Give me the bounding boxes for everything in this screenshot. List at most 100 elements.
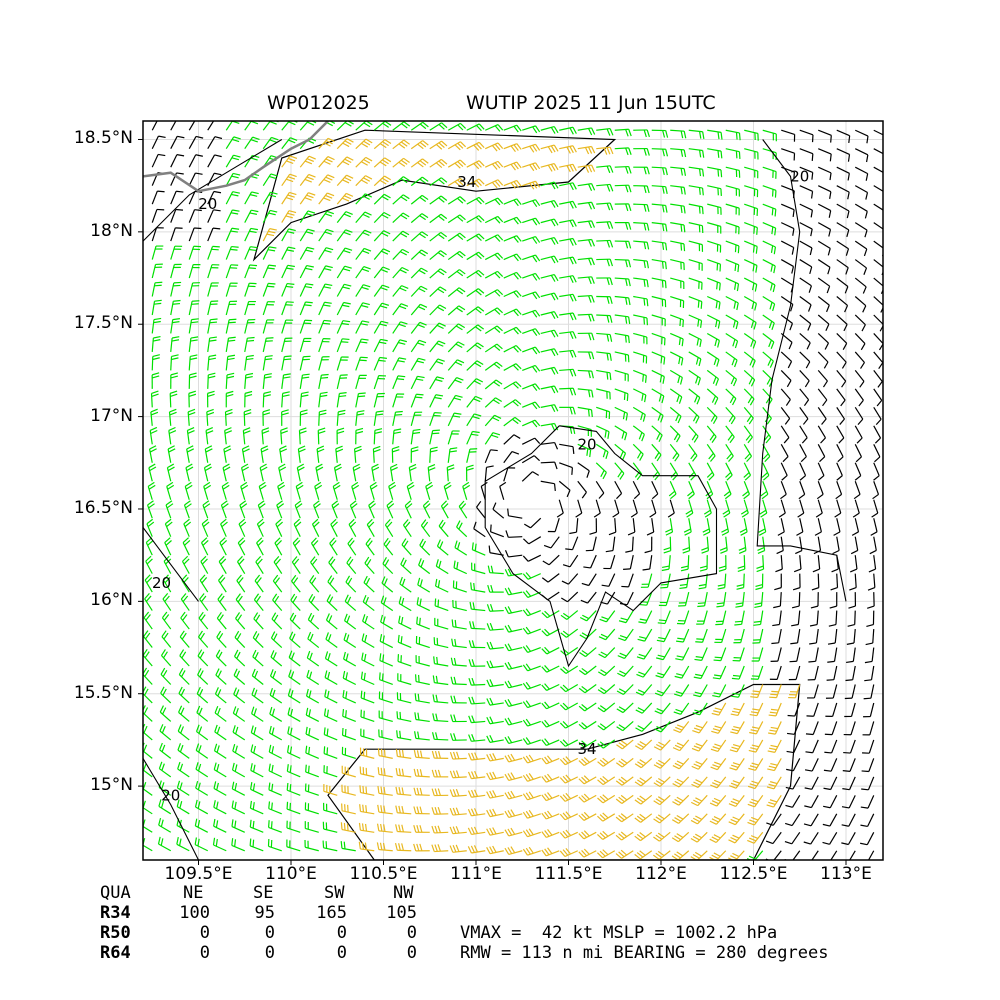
storm-id-title: WP012025	[267, 92, 370, 114]
wind-barb	[336, 409, 346, 426]
wind-barb	[220, 500, 229, 519]
r50-nw: 0	[406, 923, 417, 943]
wind-barb	[694, 647, 708, 661]
wind-barb	[196, 705, 209, 722]
wind-barb	[220, 518, 228, 537]
wind-barb	[651, 148, 669, 157]
wind-barb	[214, 705, 227, 722]
wind-barb	[467, 826, 486, 836]
wind-barb	[432, 675, 449, 686]
wind-barb	[447, 122, 467, 131]
wind-barb	[836, 185, 850, 200]
wind-barb	[780, 481, 787, 500]
wind-barb	[205, 427, 214, 445]
wind-barb	[177, 761, 190, 778]
wind-barb	[780, 444, 789, 463]
wind-barb	[202, 500, 211, 519]
wind-barb	[651, 166, 668, 176]
wind-barb	[692, 721, 708, 734]
wind-barb	[860, 795, 875, 809]
wind-barb	[559, 293, 577, 302]
wind-barb	[560, 665, 579, 674]
wind-barb	[759, 499, 768, 518]
wind-barb	[268, 763, 283, 778]
wind-barb	[487, 584, 504, 593]
wind-barb	[160, 686, 172, 704]
wind-barb	[725, 332, 739, 349]
wind-barb	[253, 612, 264, 630]
wind-barb	[323, 708, 338, 722]
wind-barb	[633, 332, 648, 345]
wind-barb	[299, 409, 308, 426]
wind-barb	[597, 665, 616, 677]
wind-barb	[213, 743, 227, 759]
wind-barb	[170, 121, 177, 131]
wind-barb	[432, 694, 449, 704]
wind-barb	[816, 481, 824, 500]
wind-barb	[710, 739, 727, 753]
wind-barb	[873, 370, 883, 388]
wind-barb	[651, 240, 668, 251]
wind-barb	[233, 668, 246, 685]
wind-barb	[762, 185, 777, 198]
wind-barb	[614, 222, 632, 230]
wind-barb	[653, 757, 671, 769]
wind-barb	[669, 443, 680, 462]
wind-barb	[397, 673, 412, 686]
wind-barb	[349, 500, 358, 519]
contour-20kt	[756, 139, 847, 602]
wind-barb	[661, 555, 671, 572]
wind-barb	[188, 121, 196, 131]
wind-barb	[188, 154, 203, 168]
wind-barb	[752, 628, 764, 644]
wind-barb	[864, 647, 875, 664]
wind-barb	[447, 287, 466, 297]
wind-barb	[416, 616, 430, 630]
wind-barb	[281, 409, 289, 426]
wind-barb	[503, 235, 522, 243]
wind-barb	[799, 388, 810, 407]
wind-barb	[225, 227, 240, 242]
wind-barb	[601, 573, 616, 587]
wind-barb	[748, 758, 764, 771]
wind-barb	[183, 500, 192, 519]
wind-barb	[651, 332, 666, 346]
wind-barb	[617, 665, 634, 677]
wind-barb	[183, 518, 192, 537]
wind-barb	[674, 684, 690, 697]
wind-barb	[541, 792, 560, 802]
wind-barb	[345, 575, 357, 593]
wind-barb	[541, 591, 560, 601]
wind-barb	[615, 757, 634, 768]
wind-barb	[291, 556, 301, 574]
wind-barb	[449, 844, 467, 853]
wind-barb	[360, 690, 375, 704]
wind-barb	[404, 500, 413, 519]
wind-barb	[447, 377, 464, 390]
wind-barb	[864, 665, 875, 682]
wind-barb	[725, 462, 733, 481]
row-label-r34: R34	[100, 903, 131, 923]
wind-barb	[196, 686, 209, 704]
wind-barb	[469, 601, 486, 612]
wind-barb	[503, 450, 520, 464]
wind-barb	[851, 518, 860, 536]
wind-barb	[143, 630, 153, 648]
wind-barb	[762, 351, 774, 368]
wind-barb	[559, 275, 577, 284]
wind-barb	[160, 649, 172, 667]
wind-barb	[203, 463, 212, 482]
wind-barb	[540, 125, 559, 134]
wind-barb	[850, 536, 859, 555]
wind-barb	[680, 555, 690, 572]
wind-barb	[799, 259, 813, 275]
wind-barb	[824, 739, 838, 754]
wind-barb	[450, 695, 467, 704]
wind-barb	[373, 428, 383, 445]
wind-barb	[871, 499, 879, 518]
wind-barb	[817, 185, 832, 200]
wind-barb	[429, 446, 438, 463]
wind-barb	[654, 684, 671, 697]
wind-barb	[578, 811, 597, 821]
r34-nw: 105	[386, 903, 417, 923]
